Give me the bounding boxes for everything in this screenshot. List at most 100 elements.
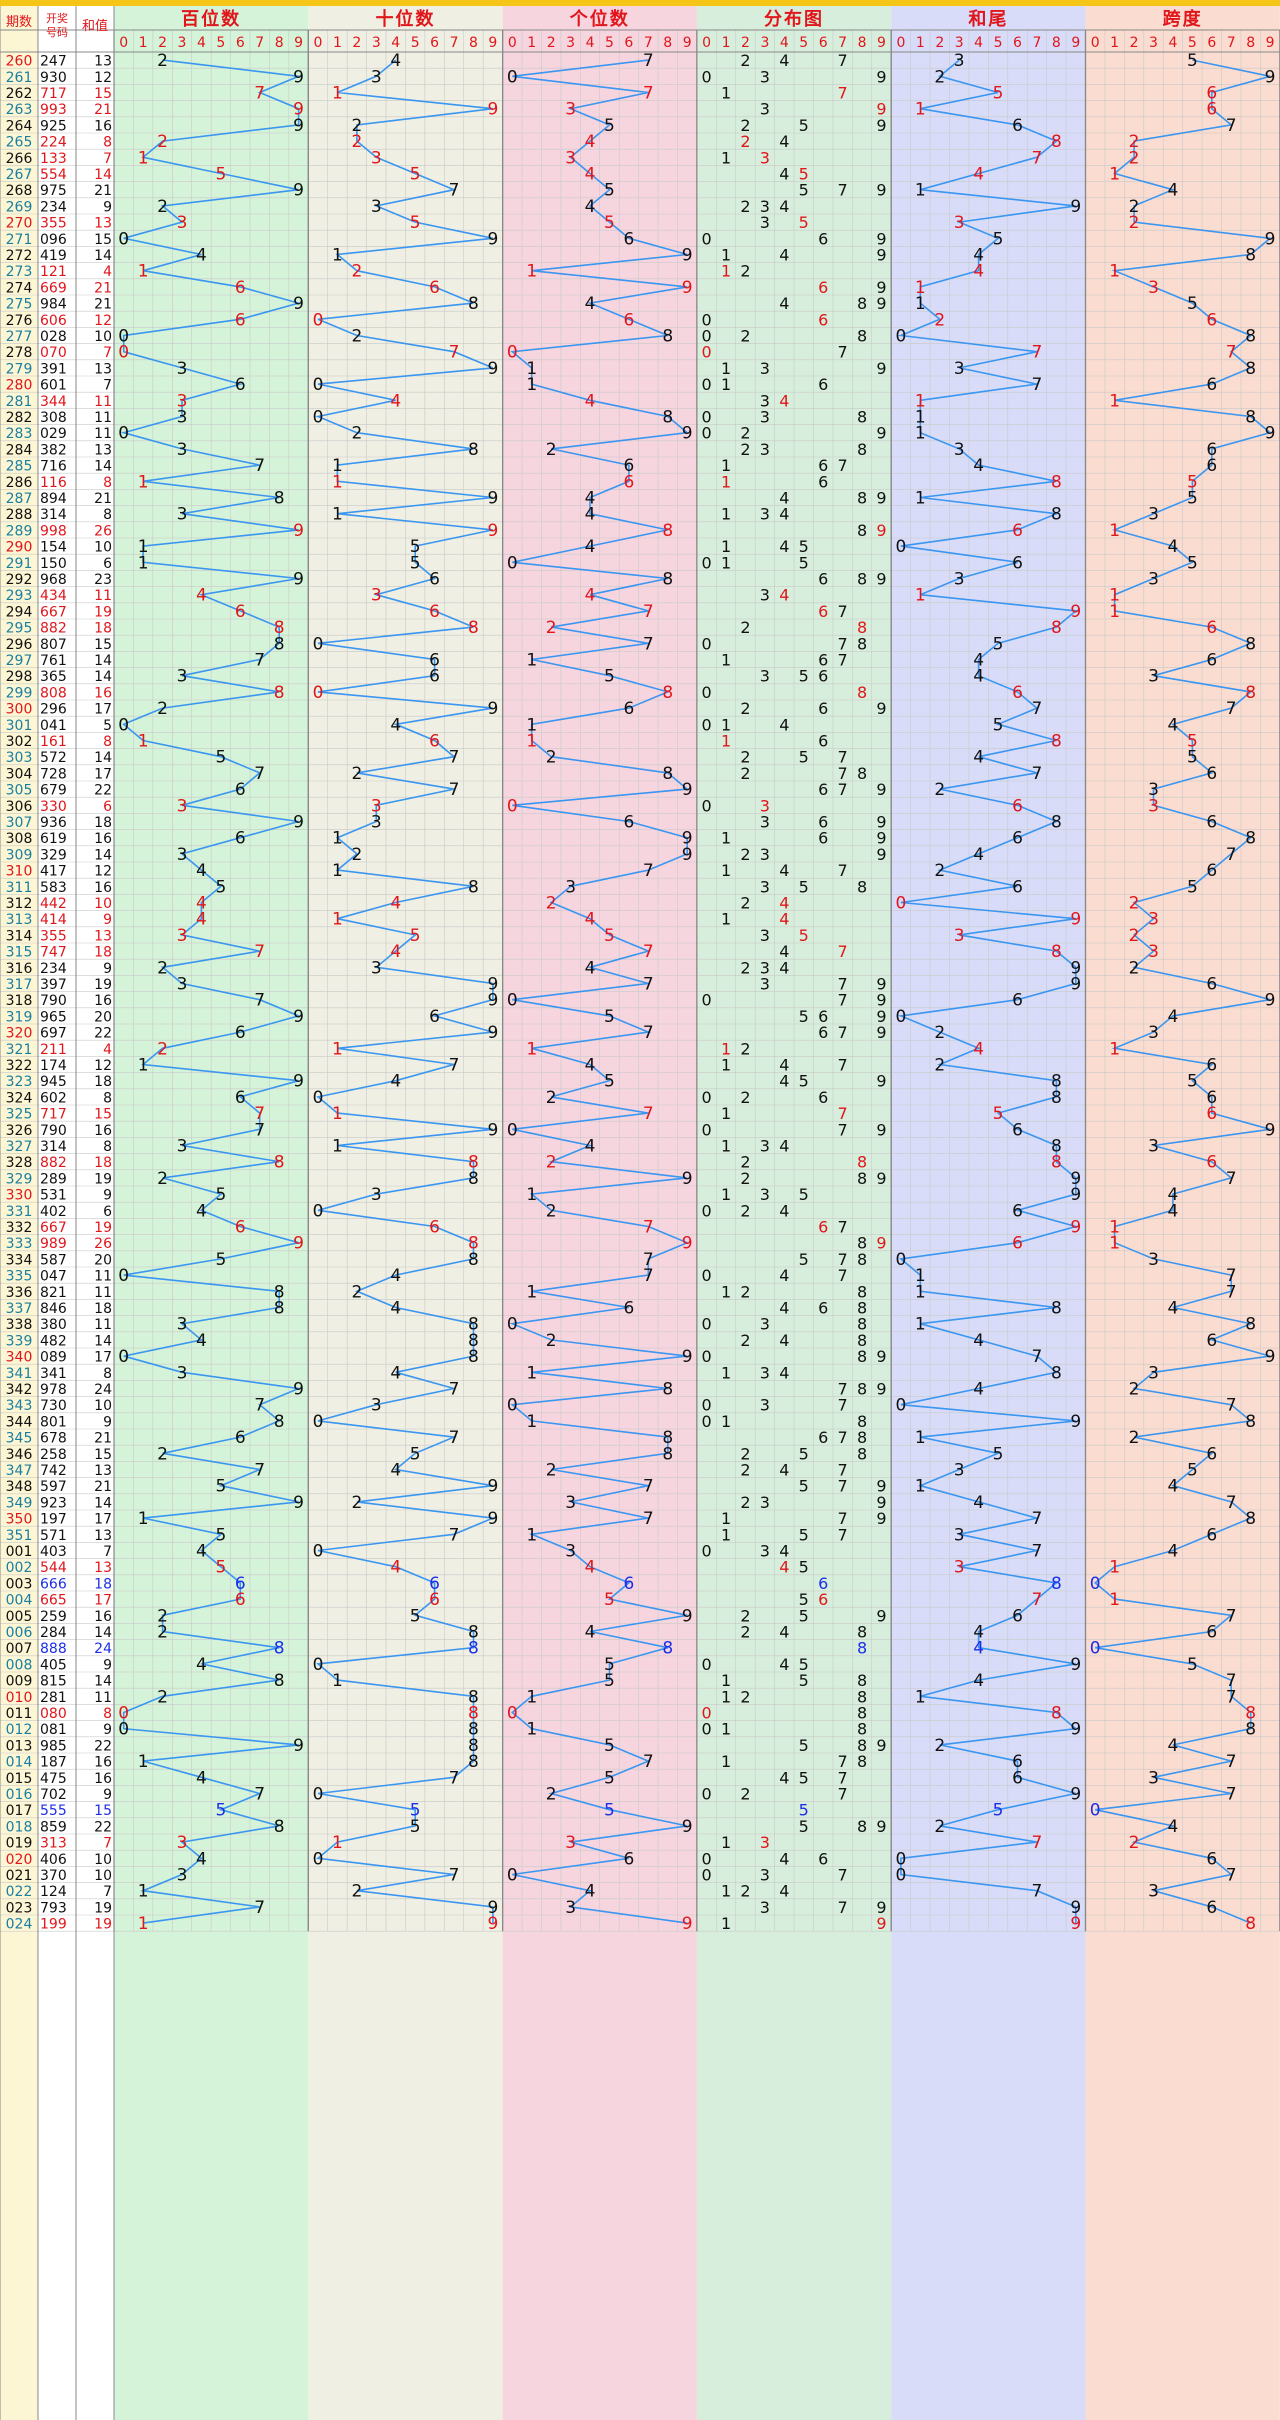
distribution-point: 5 (799, 1655, 809, 1674)
trend-point-units: 5 (604, 1590, 615, 1610)
digit-header: 2 (158, 35, 167, 51)
trend-point-tens: 7 (449, 1866, 460, 1886)
draw-cell: 716 (40, 459, 67, 475)
trend-point-hundreds: 2 (157, 1444, 168, 1464)
period-cell: 016 (6, 1787, 33, 1803)
trend-point-hundreds: 4 (196, 1542, 207, 1562)
trend-point-hundreds: 6 (235, 375, 246, 395)
trend-point-units: 8 (662, 570, 673, 590)
distribution-point: 1 (721, 1914, 731, 1933)
period-cell: 299 (6, 685, 33, 701)
trend-point-hundreds: 1 (138, 1509, 149, 1529)
period-cell: 306 (6, 799, 33, 815)
distribution-point: 1 (721, 1056, 731, 1075)
trend-marks-hundreds: 2979921592304169600363303718391194688738… (118, 51, 304, 1934)
distribution-point: 7 (838, 861, 848, 880)
sum-cell: 19 (94, 1171, 112, 1187)
distribution-point: 0 (702, 1120, 712, 1139)
trend-point-units: 4 (585, 165, 596, 185)
trend-point-units: 3 (565, 100, 576, 120)
distribution-point: 6 (818, 829, 828, 848)
distribution-point: 8 (857, 1817, 867, 1836)
draw-cell: 793 (40, 1900, 67, 1916)
distribution-point: 8 (857, 408, 867, 427)
period-cell: 331 (6, 1204, 33, 1220)
trend-point-units: 3 (565, 1833, 576, 1853)
trend-point-hundreds: 7 (254, 764, 265, 784)
trend-point-units: 6 (623, 1299, 634, 1319)
trend-point-sum-tail: 4 (973, 1671, 984, 1691)
draw-cell: 669 (40, 280, 67, 296)
trend-point-sum-tail: 8 (1051, 132, 1062, 152)
distribution-point: 8 (857, 440, 867, 459)
trend-point-sum-tail: 1 (915, 1477, 926, 1497)
period-cell: 295 (6, 621, 33, 637)
trend-point-span: 1 (1109, 391, 1120, 411)
period-cell: 326 (6, 1123, 33, 1139)
draw-cell: 234 (40, 199, 67, 215)
trend-point-hundreds: 9 (293, 116, 304, 136)
distribution-point: 5 (799, 1606, 809, 1625)
sum-cell: 18 (94, 945, 112, 961)
distribution-point: 1 (721, 359, 731, 378)
period-cell: 330 (6, 1188, 33, 1204)
trend-point-sum-tail: 1 (915, 181, 926, 201)
trend-point-span: 8 (1245, 1704, 1256, 1724)
draw-cell: 070 (40, 345, 67, 361)
trend-point-sum-tail: 4 (973, 246, 984, 266)
distribution-point: 8 (857, 1623, 867, 1642)
trend-point-sum-tail: 6 (1012, 683, 1023, 703)
trend-point-units: 7 (643, 942, 654, 962)
draw-cell: 572 (40, 750, 67, 766)
digit-header: 5 (994, 35, 1003, 51)
distribution-point: 7 (838, 748, 848, 767)
period-cell: 284 (6, 442, 33, 458)
trend-point-sum-tail: 0 (896, 1007, 907, 1027)
distribution-point: 1 (721, 1185, 731, 1204)
digit-header: 9 (294, 35, 303, 51)
trend-point-units: 7 (643, 1266, 654, 1286)
trend-point-hundreds: 0 (118, 715, 129, 735)
distribution-point: 9 (876, 100, 886, 119)
distribution-point: 8 (857, 1299, 867, 1318)
sum-cell: 21 (94, 102, 112, 118)
draw-cell: 859 (40, 1819, 67, 1835)
distribution-point: 3 (760, 1137, 770, 1156)
sum-cell: 19 (94, 1917, 112, 1933)
distribution-point: 8 (857, 489, 867, 508)
distribution-point: 8 (857, 1250, 867, 1269)
period-cell: 349 (6, 1495, 33, 1511)
sum-cell: 6 (103, 799, 112, 815)
digit-header: 9 (1266, 35, 1275, 51)
trend-point-units: 4 (585, 197, 596, 217)
trend-point-tens: 9 (487, 1023, 498, 1043)
draw-cell: 289 (40, 1171, 67, 1187)
trend-point-units: 1 (526, 359, 537, 379)
trend-point-tens: 0 (313, 375, 324, 395)
period-cell: 321 (6, 1042, 33, 1058)
period-cell: 333 (6, 1236, 33, 1252)
trend-point-sum-tail: 7 (1032, 1882, 1043, 1902)
trend-point-hundreds: 6 (235, 1023, 246, 1043)
draw-cell: 197 (40, 1512, 67, 1528)
section-header-5: 跨度 (1163, 8, 1203, 30)
distribution-point: 0 (702, 1315, 712, 1334)
draw-cell: 403 (40, 1544, 67, 1560)
trend-point-hundreds: 7 (254, 1120, 265, 1140)
trend-point-sum-tail: 2 (934, 1736, 945, 1756)
period-cell: 002 (6, 1560, 33, 1576)
trend-point-sum-tail: 9 (1070, 910, 1081, 930)
draw-cell: 258 (40, 1447, 67, 1463)
period-cell: 273 (6, 264, 33, 280)
digit-header: 9 (488, 35, 497, 51)
draw-cell: 259 (40, 1609, 67, 1625)
trend-point-tens: 3 (371, 586, 382, 606)
distribution-point: 5 (799, 1444, 809, 1463)
distribution-point: 0 (702, 375, 712, 394)
trend-point-units: 2 (546, 1153, 557, 1173)
trend-point-span: 5 (1187, 1461, 1198, 1481)
trend-point-units: 8 (662, 1639, 673, 1659)
trend-point-sum-tail: 7 (1032, 1590, 1043, 1610)
period-cell: 342 (6, 1382, 33, 1398)
distribution-point: 4 (779, 1056, 789, 1075)
